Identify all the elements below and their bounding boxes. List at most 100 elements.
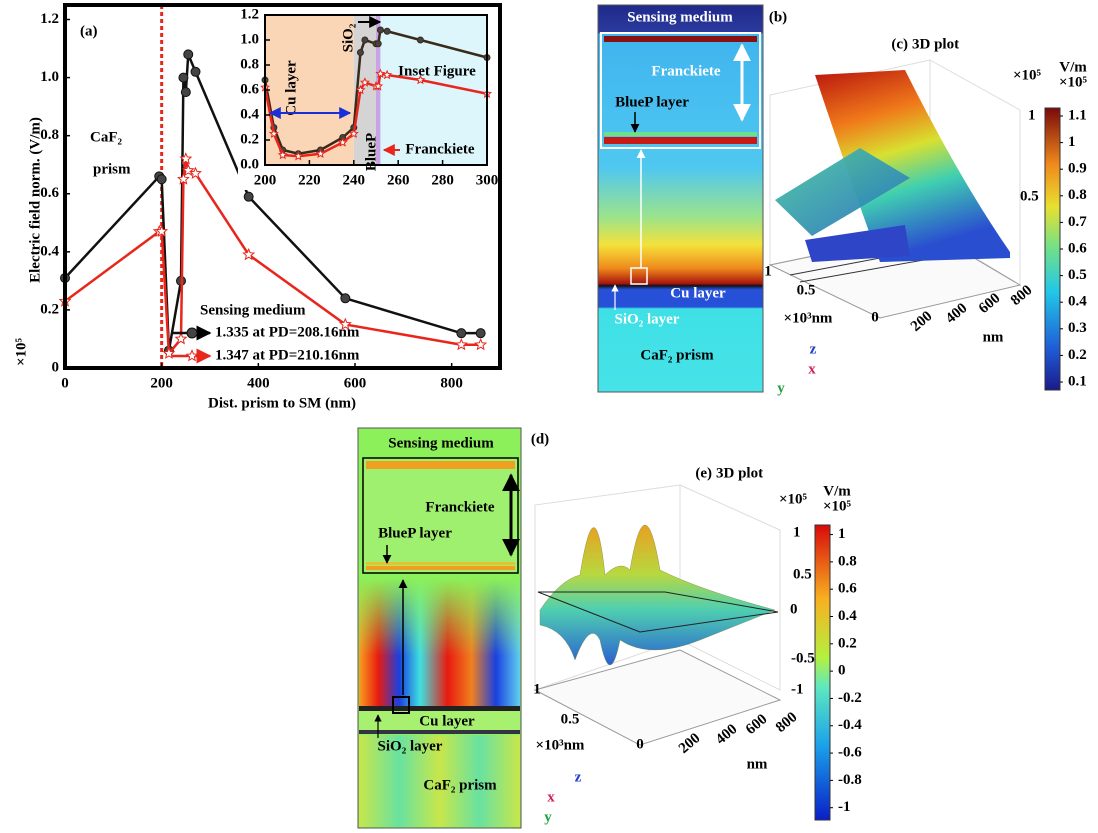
region [376, 15, 381, 165]
colorbar-tick-label: 0.6 [1068, 240, 1087, 256]
x-tick-label: 800 [440, 375, 463, 391]
z-tick-label: 0.5 [793, 566, 812, 582]
region-label: SiO₂ [340, 23, 356, 52]
x-tick-label: 300 [476, 172, 499, 188]
layer-label: Cu layer [419, 713, 475, 729]
y-tick-label: 1.2 [40, 11, 59, 27]
axis-unit: ×10³nm [784, 310, 833, 326]
data-point [382, 69, 393, 80]
data-point [475, 328, 486, 339]
colorbar-unit: V/m [823, 483, 851, 499]
annotation: prism [93, 161, 131, 177]
x-tick-label: 0 [61, 375, 69, 391]
legend-label: 1.335 at PD=208.16nm [215, 324, 360, 340]
panel-c-plot [768, 59, 1061, 391]
data-point [376, 26, 384, 34]
colorbar-tick-label: 0.8 [1068, 187, 1087, 203]
x-tick-label: 240 [343, 172, 366, 188]
layer-label: Cu layer [670, 285, 726, 301]
z-tick-label: 1 [793, 524, 801, 540]
colorbar-tick-label: -0.2 [838, 690, 862, 706]
data-point [183, 49, 194, 60]
x-tick-label: 600 [344, 375, 367, 391]
data-point [174, 332, 188, 345]
y-tick-label: 0.5 [797, 282, 816, 298]
inset-title: Inset Figure [398, 63, 476, 79]
y-tick-label: 0.6 [40, 185, 59, 201]
data-point [243, 191, 254, 202]
3d-surface [805, 225, 910, 262]
panel-label: (a) [80, 23, 98, 39]
3d-surface [775, 148, 910, 236]
colorbar-tick-label: 1.1 [1068, 107, 1087, 123]
zoom-square [630, 267, 648, 285]
layer-label: BlueP layer [615, 94, 689, 110]
colorbar [814, 524, 831, 821]
colorbar-tick-label: 0.5 [1068, 267, 1087, 283]
z-tick-label: -0.5 [791, 650, 815, 666]
data-point [178, 72, 189, 83]
region-label: Cu layer [283, 60, 299, 116]
axes-frame [63, 3, 502, 370]
y-tick-label: 0.0 [240, 156, 259, 172]
z-tick-label: -1 [791, 681, 804, 697]
triad-label: x [808, 361, 816, 377]
panel-d [357, 427, 522, 829]
region-label: Franckiete [405, 141, 474, 157]
colorbar [1044, 107, 1061, 391]
triad-label: z [810, 341, 817, 357]
data-point [356, 49, 364, 56]
axis-unit: nm [983, 329, 1004, 345]
data-point [415, 74, 426, 85]
colorbar-scale: ×10⁵ [823, 498, 852, 514]
colorbar-tick-label: 0.4 [1068, 294, 1087, 310]
y-tick-label: 0.8 [40, 127, 59, 143]
y-tick-label: 1 [533, 681, 541, 697]
layer [366, 562, 515, 565]
data-point [337, 137, 348, 147]
data-point [416, 36, 424, 44]
layer-label: CaF₂ prism [640, 347, 714, 363]
layer-label: Sensing medium [388, 435, 494, 451]
x-tick-label: 800 [773, 709, 801, 736]
3d-floor [533, 649, 782, 746]
panel-label: (b) [769, 9, 787, 25]
layer [366, 461, 515, 469]
legend-marker [186, 327, 198, 339]
colorbar-tick-label: -0.6 [838, 745, 862, 761]
layer [604, 137, 757, 144]
zoom-square [392, 696, 410, 714]
panel-b [597, 4, 764, 393]
x-tick-label: 400 [247, 375, 270, 391]
layer-label: CaF₂ prism [423, 777, 497, 793]
layer [359, 706, 520, 711]
layer [359, 711, 520, 731]
colorbar-tick-label: -0.4 [838, 717, 862, 733]
zoom-frame [362, 457, 519, 574]
data-point [242, 247, 256, 261]
layer [359, 730, 520, 734]
annotation: CaF₂ [90, 129, 122, 145]
colorbar-tick-label: -0.8 [838, 772, 862, 788]
colorbar-unit: V/m [1059, 59, 1087, 75]
colorbar-tick-label: 0.2 [838, 635, 857, 651]
y-tick-label: 1.0 [240, 31, 259, 47]
triad-label: y [544, 809, 552, 825]
plot-title: 3D plot [912, 36, 959, 52]
y-tick-label: 0 [636, 736, 644, 752]
data-point [374, 40, 382, 48]
legend-label: 1.347 at PD=210.16nm [215, 347, 360, 363]
x-tick-label: 200 [254, 172, 277, 188]
data-point [373, 81, 384, 91]
x-tick-label: 200 [676, 730, 704, 757]
region-label: BlueP [363, 133, 379, 171]
data-point [162, 346, 176, 359]
colorbar-tick-label: 0.1 [1068, 373, 1087, 389]
field-fade [359, 578, 520, 708]
colorbar-tick-label: 0.3 [1068, 320, 1087, 336]
3d-surface [815, 70, 1010, 262]
layer-label: Franckiete [425, 499, 494, 515]
triad-label: y [777, 380, 785, 396]
